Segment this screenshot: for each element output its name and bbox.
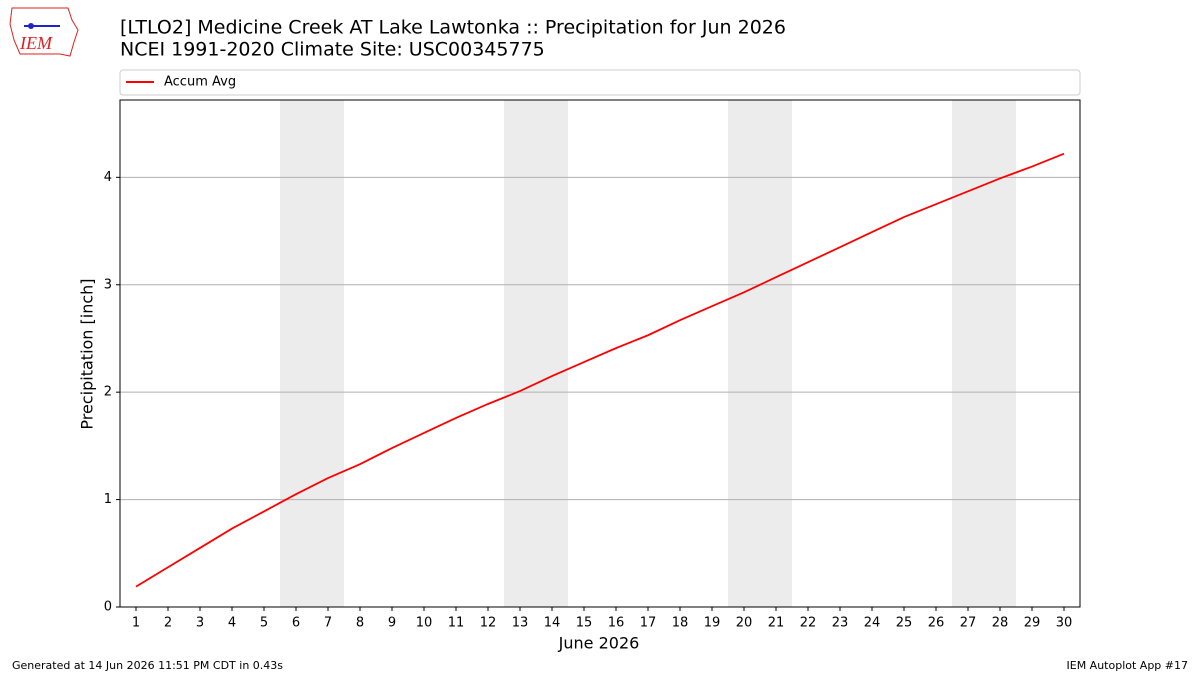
x-tick-label: 23 [832, 616, 849, 631]
footer-left: Generated at 14 Jun 2026 11:51 PM CDT in… [12, 659, 283, 672]
y-tick-label: 1 [104, 492, 112, 507]
y-tick-label: 0 [104, 600, 112, 615]
logo: IEM [9, 7, 79, 57]
x-tick-label: 2 [164, 616, 172, 631]
x-tick-label: 28 [992, 616, 1009, 631]
chart-title: [LTLO2] Medicine Creek AT Lake Lawtonka … [120, 17, 786, 39]
x-tick-label: 6 [292, 616, 300, 631]
x-tick-label: 21 [768, 616, 785, 631]
x-tick-label: 13 [512, 616, 529, 631]
x-tick-label: 18 [672, 616, 689, 631]
x-tick-label: 1 [132, 616, 140, 631]
x-tick-label: 8 [356, 616, 364, 631]
x-tick-label: 22 [800, 616, 817, 631]
x-tick-label: 25 [896, 616, 913, 631]
x-tick-label: 16 [608, 616, 625, 631]
logo-text: IEM [19, 33, 53, 53]
x-tick-label: 26 [928, 616, 945, 631]
x-axis-label: June 2026 [558, 634, 640, 653]
x-tick-label: 3 [196, 616, 204, 631]
x-tick-label: 19 [704, 616, 721, 631]
data-line [135, 152, 1065, 588]
x-tick-label: 12 [480, 616, 497, 631]
x-tick-label: 10 [416, 616, 433, 631]
chart-subtitle: NCEI 1991-2020 Climate Site: USC00345775 [120, 39, 545, 61]
y-axis-label: Precipitation [inch] [78, 278, 97, 429]
logo-icon [28, 23, 34, 29]
weekend-shade [504, 100, 568, 607]
x-tick-label: 7 [324, 616, 332, 631]
logo-outline [9, 7, 79, 57]
plot-frame [119, 99, 1081, 608]
x-tick-label: 15 [576, 616, 593, 631]
legend-box [119, 69, 1081, 96]
x-tick-label: 9 [388, 616, 396, 631]
x-tick-label: 4 [228, 616, 236, 631]
x-tick-label: 20 [736, 616, 753, 631]
y-tick-label: 4 [104, 170, 112, 185]
footer-right: IEM Autoplot App #17 [1067, 659, 1189, 672]
x-tick-label: 30 [1056, 616, 1073, 631]
x-tick-label: 5 [260, 616, 268, 631]
x-tick-label: 14 [544, 616, 561, 631]
x-tick-label: 17 [640, 616, 657, 631]
legend-label: Accum Avg [164, 75, 236, 90]
x-tick-label: 11 [448, 616, 465, 631]
weekend-shade [728, 100, 792, 607]
y-tick-label: 3 [104, 277, 112, 292]
x-tick-label: 24 [864, 616, 881, 631]
y-tick-label: 2 [104, 385, 112, 400]
x-tick-label: 29 [1024, 616, 1041, 631]
x-tick-label: 27 [960, 616, 977, 631]
weekend-shade [280, 100, 344, 607]
